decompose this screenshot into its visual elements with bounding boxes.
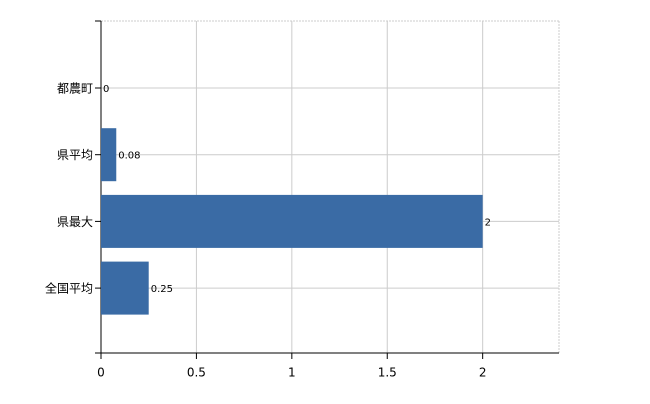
bar [101,261,149,315]
x-tick-label: 1.5 [378,366,397,380]
value-label: 2 [485,217,491,228]
y-tick-label: 都農町 [57,82,93,96]
bar [101,128,117,182]
x-tick-label: 1 [288,366,296,380]
x-tick-label: 2 [479,366,487,380]
bar [101,194,483,248]
y-tick-label: 県平均 [57,148,93,162]
y-tick-label: 全国平均 [45,281,93,296]
value-label: 0.08 [118,151,140,162]
value-label: 0.25 [151,284,173,295]
value-label: 0 [103,84,109,95]
x-tick-label: 0.5 [187,366,206,380]
y-tick-label: 県最大 [57,215,93,229]
x-tick-label: 0 [97,366,105,380]
